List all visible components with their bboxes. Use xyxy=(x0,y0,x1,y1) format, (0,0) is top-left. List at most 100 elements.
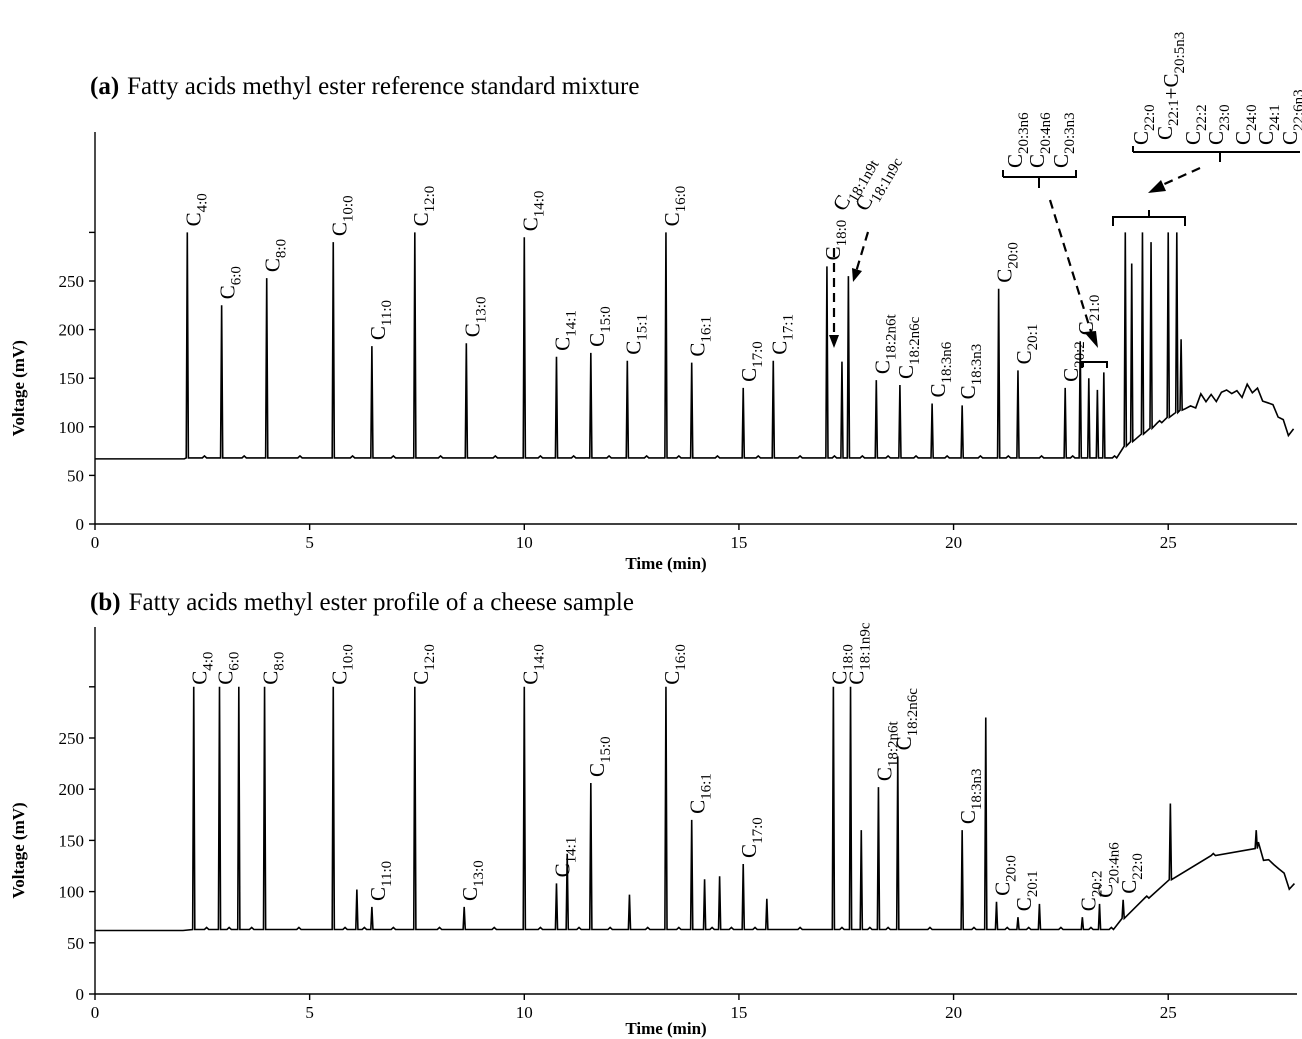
peak-label: C15:1 xyxy=(621,314,650,355)
peak-label: C16:1 xyxy=(686,773,715,814)
peak-label: C18:2n6c xyxy=(894,316,923,379)
x-tick-label: 10 xyxy=(516,533,533,552)
y-tick-label: 250 xyxy=(59,272,85,291)
peak-label: C14:1 xyxy=(550,837,579,878)
panel-b: (b) Fatty acids methyl ester profile of a… xyxy=(9,589,1297,1038)
panel-a: (a) Fatty acids methyl ester reference st… xyxy=(9,32,1302,573)
y-tick-label: 50 xyxy=(67,934,84,953)
y-tick-label: 150 xyxy=(59,369,85,388)
peak-label: C18:3n3 xyxy=(956,344,985,400)
y-tick-label: 0 xyxy=(76,985,85,1004)
x-tick-label: 20 xyxy=(945,1003,962,1022)
peak-label: C20:1 xyxy=(1012,324,1041,365)
group-bracket xyxy=(1132,146,1300,162)
peak-label: C18:0 xyxy=(827,644,856,685)
panel-title: (a) Fatty acids methyl ester reference st… xyxy=(90,73,639,100)
peak-label: C11:0 xyxy=(366,300,395,340)
peak-label: C17:0 xyxy=(737,817,766,858)
peak-label: C11:0 xyxy=(366,861,395,901)
x-tick-label: 5 xyxy=(305,1003,314,1022)
group-peak-label: C22:1+C20:5n3 xyxy=(1153,32,1188,140)
dashed-arrow xyxy=(854,231,870,273)
x-tick-label: 20 xyxy=(945,533,962,552)
peak-label: C6:0 xyxy=(216,266,245,299)
peak-label: C20:2 xyxy=(1076,871,1105,912)
peak-label: C18:2n6c xyxy=(892,688,921,751)
chromatogram-trace xyxy=(95,232,1295,460)
y-axis-title: Voltage (mV) xyxy=(9,340,28,436)
x-tick-label: 25 xyxy=(1160,533,1177,552)
peak-label: C10:0 xyxy=(327,195,356,236)
peak-label: C16:1 xyxy=(686,316,715,357)
target-bracket xyxy=(1081,361,1108,368)
peak-label: C15:0 xyxy=(585,306,614,347)
peak-label: C10:0 xyxy=(327,644,356,685)
peak-label: C20:1 xyxy=(1012,871,1041,912)
peak-label: C4:0 xyxy=(188,652,217,685)
y-axis-title: Voltage (mV) xyxy=(9,802,28,898)
x-axis-title: Time (min) xyxy=(625,554,706,573)
group-peak-label: C22:2 xyxy=(1181,104,1210,145)
peak-label: C15:0 xyxy=(585,736,614,777)
target-bracket xyxy=(1112,210,1186,226)
y-tick-label: 100 xyxy=(59,883,85,902)
peak-label: C17:0 xyxy=(737,341,766,382)
peak-label: C18:1n9c xyxy=(845,622,874,685)
x-tick-label: 25 xyxy=(1160,1003,1177,1022)
x-tick-label: 10 xyxy=(516,1003,533,1022)
peak-label: C16:0 xyxy=(660,644,689,685)
peak-label: C20:0 xyxy=(991,855,1020,896)
arrow-head xyxy=(829,335,839,348)
arrow-head xyxy=(852,268,862,282)
peak-label: C18:2n6t xyxy=(872,720,901,781)
y-tick-label: 200 xyxy=(59,321,85,340)
group-peak-label: C24:1 xyxy=(1254,104,1283,145)
peak-label: C12:0 xyxy=(409,186,438,227)
y-tick-label: 50 xyxy=(67,466,84,485)
peak-label: C16:0 xyxy=(660,186,689,227)
x-axis-title: Time (min) xyxy=(625,1019,706,1038)
x-tick-label: 5 xyxy=(305,533,314,552)
group-peak-label: C22:6n3 xyxy=(1278,89,1302,145)
x-tick-label: 0 xyxy=(91,1003,100,1022)
y-tick-label: 0 xyxy=(76,515,85,534)
y-tick-label: 100 xyxy=(59,418,85,437)
peak-label: C18:3n3 xyxy=(956,768,985,824)
peak-label: C14:1 xyxy=(550,310,579,351)
group-bracket xyxy=(1002,170,1077,188)
peak-label: C13:0 xyxy=(460,297,489,338)
arrow-head xyxy=(1084,331,1098,348)
peak-label: C20:4n6 xyxy=(1094,842,1123,898)
arrow-head xyxy=(1148,180,1166,193)
peak-label: C21:0 xyxy=(1074,295,1103,336)
peak-label: C14:0 xyxy=(518,191,547,232)
dashed-arrow xyxy=(1048,199,1094,336)
peak-label: C20:0 xyxy=(993,242,1022,283)
peak-label: C8:0 xyxy=(261,239,290,272)
y-tick-label: 250 xyxy=(59,729,85,748)
group-peak-label: C20:4n6 xyxy=(1025,112,1054,168)
y-tick-label: 150 xyxy=(59,831,85,850)
x-tick-label: 15 xyxy=(730,1003,747,1022)
peak-label: C18:2n6t xyxy=(870,313,899,374)
group-peak-label: C23:0 xyxy=(1204,104,1233,145)
y-tick-label: 200 xyxy=(59,780,85,799)
dashed-arrow xyxy=(1159,166,1201,188)
peak-label: C13:0 xyxy=(458,860,487,901)
x-tick-label: 0 xyxy=(91,533,100,552)
group-peak-label: C22:0 xyxy=(1129,104,1158,145)
peak-label: C4:0 xyxy=(181,193,210,226)
x-tick-label: 15 xyxy=(730,533,747,552)
group-peak-label: C24:0 xyxy=(1231,104,1260,145)
peak-label: C17:1 xyxy=(767,314,796,355)
peak-label: C18:3n6 xyxy=(926,341,955,397)
group-peak-label: C20:3n6 xyxy=(1003,112,1032,168)
peak-label: C6:0 xyxy=(213,652,242,685)
peak-label: C22:0 xyxy=(1117,853,1146,894)
peak-label: C8:0 xyxy=(259,652,288,685)
peak-label: C18:0 xyxy=(821,220,850,261)
chromatogram-trace xyxy=(95,686,1296,932)
peak-label: C14:0 xyxy=(518,644,547,685)
panel-title: (b) Fatty acids methyl ester profile of a… xyxy=(90,589,634,616)
